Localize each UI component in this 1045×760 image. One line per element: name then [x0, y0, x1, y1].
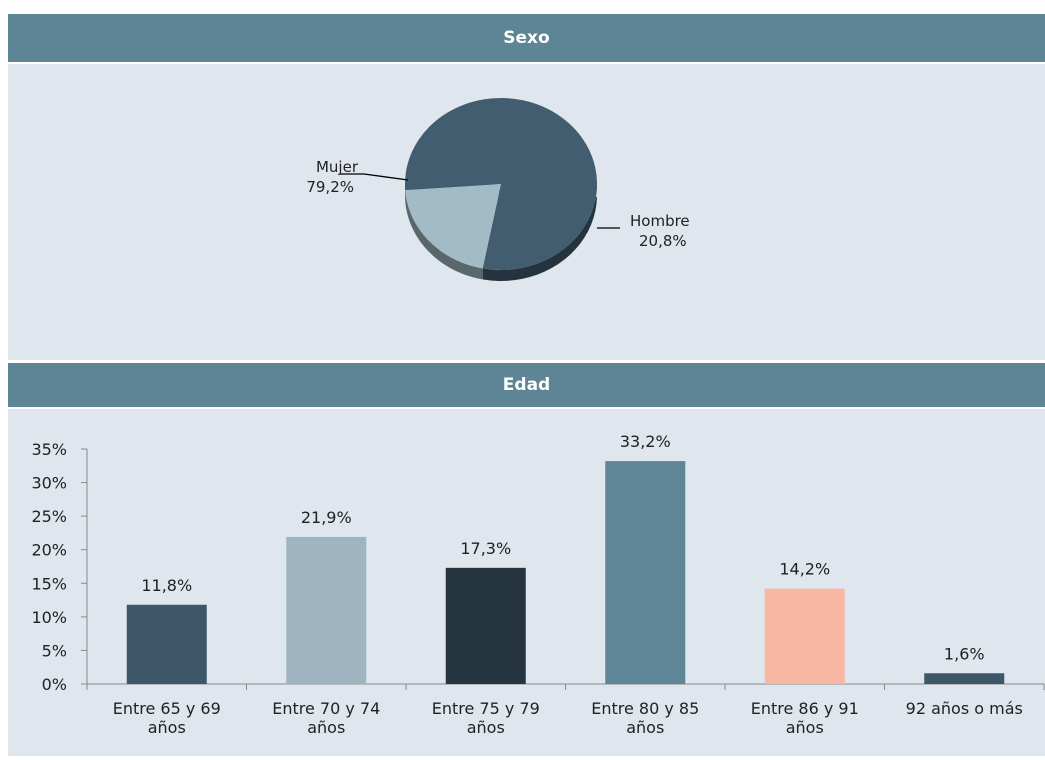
edad-title: Edad: [502, 375, 551, 395]
pie-label-hombre: Hombre: [630, 212, 690, 230]
x-category-label: años: [626, 718, 664, 737]
sexo-chart-panel: Mujer 79,2% Hombre 20,8%: [8, 64, 1045, 360]
edad-panel-header: Edad: [8, 363, 1045, 407]
bar: [764, 588, 845, 684]
pie-slice-hombre: [405, 184, 501, 269]
x-category-label: 92 años o más: [906, 699, 1023, 718]
pie-label-mujer: Mujer: [316, 158, 359, 176]
sexo-title: Sexo: [503, 28, 550, 48]
y-tick-label: 10%: [31, 608, 67, 627]
y-tick-label: 25%: [31, 507, 67, 526]
y-tick-label: 20%: [31, 541, 67, 560]
y-tick-label: 5%: [42, 641, 67, 660]
x-category-label: Entre 86 y 91: [751, 699, 859, 718]
edad-bar-chart: 0% 5% 10% 15% 20% 25% 30% 35% 11,8% Entre 65 y 69…: [31, 432, 1045, 737]
bar: [605, 461, 686, 684]
pie-leader-line: [340, 173, 409, 181]
pie-value-mujer: 79,2%: [306, 178, 354, 196]
x-category-label: Entre 65 y 69: [113, 699, 221, 718]
sexo-pie-chart: Mujer 79,2% Hombre 20,8%: [306, 98, 690, 281]
x-category-label: Entre 70 y 74: [272, 699, 380, 718]
bar: [924, 673, 1005, 684]
bar: [126, 604, 207, 684]
y-tick-label: 15%: [31, 574, 67, 593]
x-category-label: años: [148, 718, 186, 737]
pie-slice-side: [405, 190, 483, 280]
x-category-label: años: [307, 718, 345, 737]
bar-value-label: 17,3%: [460, 539, 511, 558]
bar-value-label: 11,8%: [141, 576, 192, 595]
bar: [445, 567, 526, 684]
sexo-panel-header: Sexo: [8, 14, 1045, 62]
x-category-label: años: [467, 718, 505, 737]
y-tick-label: 35%: [31, 440, 67, 459]
pie-value-hombre: 20,8%: [639, 232, 687, 250]
bar-value-label: 14,2%: [779, 560, 830, 579]
y-tick-label: 0%: [42, 675, 67, 694]
bar: [286, 536, 367, 684]
x-category-label: años: [786, 718, 824, 737]
bar-value-label: 1,6%: [944, 644, 985, 663]
edad-chart-panel: 0% 5% 10% 15% 20% 25% 30% 35% 11,8% Entre 65 y 69…: [8, 409, 1045, 756]
x-category-label: Entre 75 y 79: [432, 699, 540, 718]
pie-slice-mujer: [405, 98, 598, 271]
y-tick-label: 30%: [31, 474, 67, 493]
bar-value-label: 21,9%: [301, 508, 352, 527]
bar-value-label: 33,2%: [620, 432, 671, 451]
x-category-label: Entre 80 y 85: [591, 699, 699, 718]
